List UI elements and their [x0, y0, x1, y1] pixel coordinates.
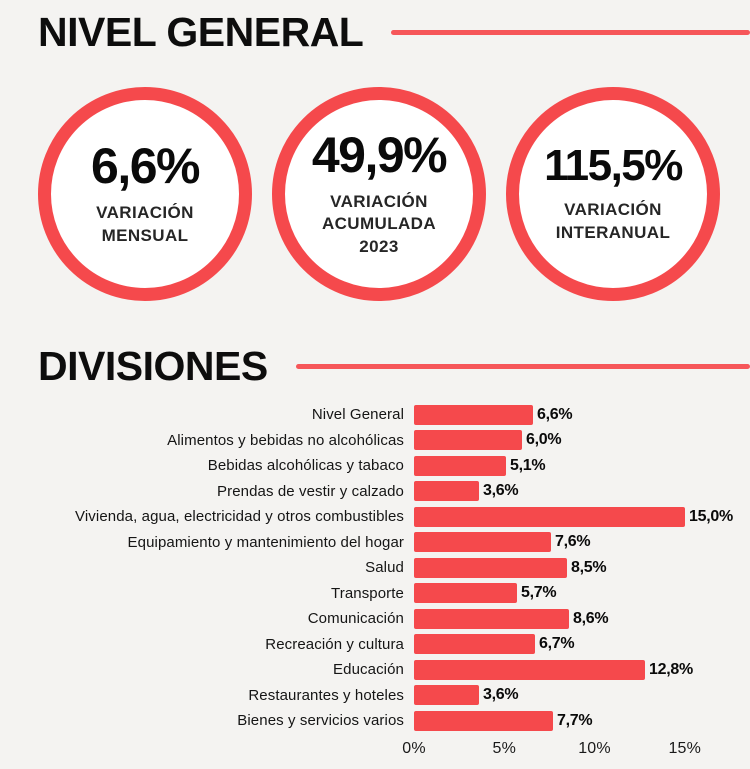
bar-row: Salud 8,5%: [0, 555, 750, 581]
bar-value: 3,6%: [483, 482, 519, 500]
stat-circle-mensual: 6,6% VARIACIÓN MENSUAL: [38, 87, 252, 301]
bar-label: Alimentos y bebidas no alcohólicas: [167, 431, 404, 449]
bar-value: 8,5%: [571, 558, 607, 576]
bar-row: Bienes y servicios varios 7,7%: [0, 708, 750, 734]
bar-value: 6,6%: [537, 405, 573, 423]
stat-circles: 6,6% VARIACIÓN MENSUAL 49,9% VARIACIÓN A…: [38, 87, 720, 301]
bar: [414, 430, 522, 451]
bar-row: Recreación y cultura 6,7%: [0, 632, 750, 658]
bar-value: 6,7%: [539, 635, 575, 653]
bar-row: Transporte 5,7%: [0, 581, 750, 607]
bar: [414, 557, 567, 578]
bar: [414, 685, 479, 706]
x-axis-tick: 5%: [492, 739, 517, 757]
x-axis-tick: 0%: [402, 739, 426, 757]
bar: [414, 659, 645, 680]
bar-row: Equipamiento y mantenimiento del hogar 7…: [0, 530, 750, 556]
stat-circle-interanual: 115,5% VARIACIÓN INTERANUAL: [506, 87, 720, 301]
bar-label: Bebidas alcohólicas y tabaco: [207, 457, 404, 475]
bar: [414, 455, 506, 476]
divisiones-rule: [295, 364, 750, 369]
bar: [414, 506, 685, 527]
divisiones-title: DIVISIONES: [38, 343, 268, 389]
bar: [414, 608, 569, 629]
bar-value: 12,8%: [649, 660, 693, 678]
divisiones-bar-chart: Nivel General 6,6% Alimentos y bebidas n…: [0, 402, 750, 764]
stat-circle-acumulada: 49,9% VARIACIÓN ACUMULADA 2023: [272, 87, 486, 301]
stat-label-acumulada: VARIACIÓN ACUMULADA 2023: [321, 192, 437, 256]
nivel-general-title: NIVEL GENERAL: [38, 9, 364, 55]
x-axis: 0% 5% 10% 15%: [0, 738, 750, 764]
bar-value: 7,6%: [555, 533, 591, 551]
x-axis-tick: 10%: [578, 739, 611, 757]
divisiones-header: DIVISIONES: [38, 346, 750, 387]
bar-value: 15,0%: [689, 507, 733, 525]
bar-label: Bienes y servicios varios: [237, 712, 404, 730]
bar: [414, 710, 553, 731]
nivel-general-rule: [391, 30, 750, 35]
bar: [414, 634, 535, 655]
bar-label: Salud: [365, 559, 404, 577]
bar-value: 5,1%: [510, 456, 546, 474]
stat-label-mensual: VARIACIÓN MENSUAL: [96, 203, 194, 245]
bar-value: 7,7%: [557, 711, 593, 729]
bar-rows: Nivel General 6,6% Alimentos y bebidas n…: [0, 402, 750, 734]
bar-label: Equipamiento y mantenimiento del hogar: [127, 533, 404, 551]
bar-row: Alimentos y bebidas no alcohólicas 6,0%: [0, 428, 750, 454]
bar-value: 8,6%: [573, 609, 609, 627]
bar: [414, 481, 479, 502]
bar-row: Comunicación 8,6%: [0, 606, 750, 632]
bar-row: Restaurantes y hoteles 3,6%: [0, 683, 750, 709]
nivel-general-header: NIVEL GENERAL: [38, 12, 750, 53]
bar-label: Nivel General: [311, 406, 404, 424]
bar-row: Bebidas alcohólicas y tabaco 5,1%: [0, 453, 750, 479]
stat-value-mensual: 6,6%: [91, 138, 200, 195]
bar-value: 3,6%: [483, 686, 519, 704]
bar-row: Vivienda, agua, electricidad y otros com…: [0, 504, 750, 530]
bar-label: Educación: [333, 661, 404, 679]
stat-value-acumulada: 49,9%: [311, 127, 448, 184]
bar-row: Nivel General 6,6%: [0, 402, 750, 428]
bar: [414, 583, 517, 604]
bar-value: 5,7%: [521, 584, 557, 602]
bar-label: Transporte: [331, 584, 404, 602]
bar-label: Comunicación: [307, 610, 404, 628]
x-axis-tick: 15%: [668, 739, 702, 757]
bar-row: Educación 12,8%: [0, 657, 750, 683]
bar-label: Restaurantes y hoteles: [248, 686, 404, 704]
bar-value: 6,0%: [526, 431, 562, 449]
bar-label: Vivienda, agua, electricidad y otros com…: [75, 508, 404, 526]
bar-label: Recreación y cultura: [265, 635, 404, 653]
stat-value-interanual: 115,5%: [544, 141, 683, 191]
bar-row: Prendas de vestir y calzado 3,6%: [0, 479, 750, 505]
bar: [414, 532, 551, 553]
stat-label-interanual: VARIACIÓN INTERANUAL: [555, 200, 671, 242]
bar-label: Prendas de vestir y calzado: [217, 482, 404, 500]
bar: [414, 404, 533, 425]
